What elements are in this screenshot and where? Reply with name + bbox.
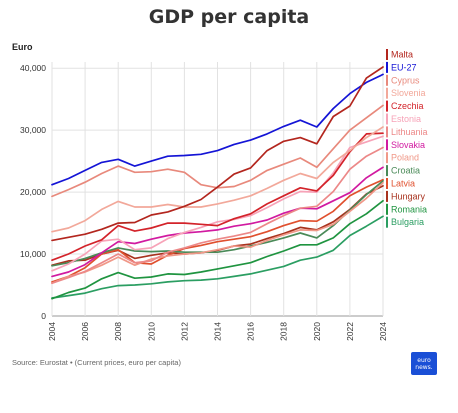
- legend-label-estonia: Estonia: [391, 114, 421, 124]
- gridlines: [51, 62, 384, 317]
- series-line-eu-27: [51, 73, 384, 186]
- x-tick-label: 2008: [113, 322, 123, 341]
- y-axis-ticks: 0 10,000 20,000 30,000 40,000: [20, 63, 46, 321]
- series-line-lithuania: [51, 146, 384, 285]
- series-line-poland: [51, 181, 384, 285]
- legend-label-latvia: Latvia: [391, 179, 415, 189]
- euronews-logo: euro news.: [411, 352, 437, 375]
- legend-label-malta: Malta: [391, 50, 413, 60]
- legend-label-poland: Poland: [391, 153, 419, 163]
- legend-label-czechia: Czechia: [391, 101, 424, 111]
- series-line-czechia: [51, 132, 384, 262]
- logo-line-1: euro: [417, 356, 431, 364]
- y-tick-label: 40,000: [20, 63, 46, 73]
- y-tick-label: 20,000: [20, 187, 46, 197]
- legend-label-lithuania: Lithuania: [391, 127, 428, 137]
- series-line-latvia: [51, 178, 384, 283]
- legend: Malta EU-27 Cyprus Slovenia Czechia Estonia Li…: [386, 49, 428, 228]
- legend-label-cyprus: Cyprus: [391, 75, 420, 85]
- y-tick-label: 30,000: [20, 125, 46, 135]
- series-line-slovakia: [51, 166, 384, 278]
- y-tick-label: 0: [41, 311, 46, 321]
- source-note: Source: Eurostat • (Current prices, euro…: [12, 358, 181, 367]
- x-tick-label: 2010: [146, 322, 156, 341]
- x-tick-label: 2016: [246, 322, 256, 341]
- legend-label-croatia: Croatia: [391, 166, 420, 176]
- legend-label-eu-27: EU-27: [391, 62, 417, 72]
- series-line-croatia: [51, 180, 384, 267]
- legend-label-romania: Romania: [391, 204, 427, 214]
- x-tick-label: 2012: [179, 322, 189, 341]
- legend-label-hungary: Hungary: [391, 191, 426, 201]
- y-tick-label: 10,000: [20, 249, 46, 259]
- x-tick-label: 2014: [213, 322, 223, 341]
- x-tick-label: 2020: [312, 322, 322, 341]
- series-line-malta: [51, 66, 384, 242]
- legend-label-slovakia: Slovakia: [391, 140, 425, 150]
- logo-line-2: news.: [415, 363, 433, 371]
- series-line-slovenia: [51, 126, 384, 233]
- legend-label-bulgaria: Bulgaria: [391, 217, 424, 227]
- x-tick-label: 2022: [345, 322, 355, 341]
- x-tick-label: 2024: [378, 322, 388, 341]
- x-tick-label: 2006: [80, 322, 90, 341]
- legend-label-slovenia: Slovenia: [391, 88, 426, 98]
- series-line-bulgaria: [51, 215, 384, 299]
- x-tick-label: 2018: [279, 322, 289, 341]
- series-line-estonia: [51, 135, 384, 272]
- x-axis-ticks: 2004 2006 2008 2010 2012 2014 2016 2018 2020 2022…: [47, 322, 388, 341]
- series-line-romania: [51, 199, 384, 300]
- chart-title: GDP per capita: [148, 6, 310, 28]
- y-axis-unit-label: Euro: [12, 42, 33, 52]
- series-lines: [51, 66, 384, 300]
- x-tick-label: 2004: [47, 322, 57, 341]
